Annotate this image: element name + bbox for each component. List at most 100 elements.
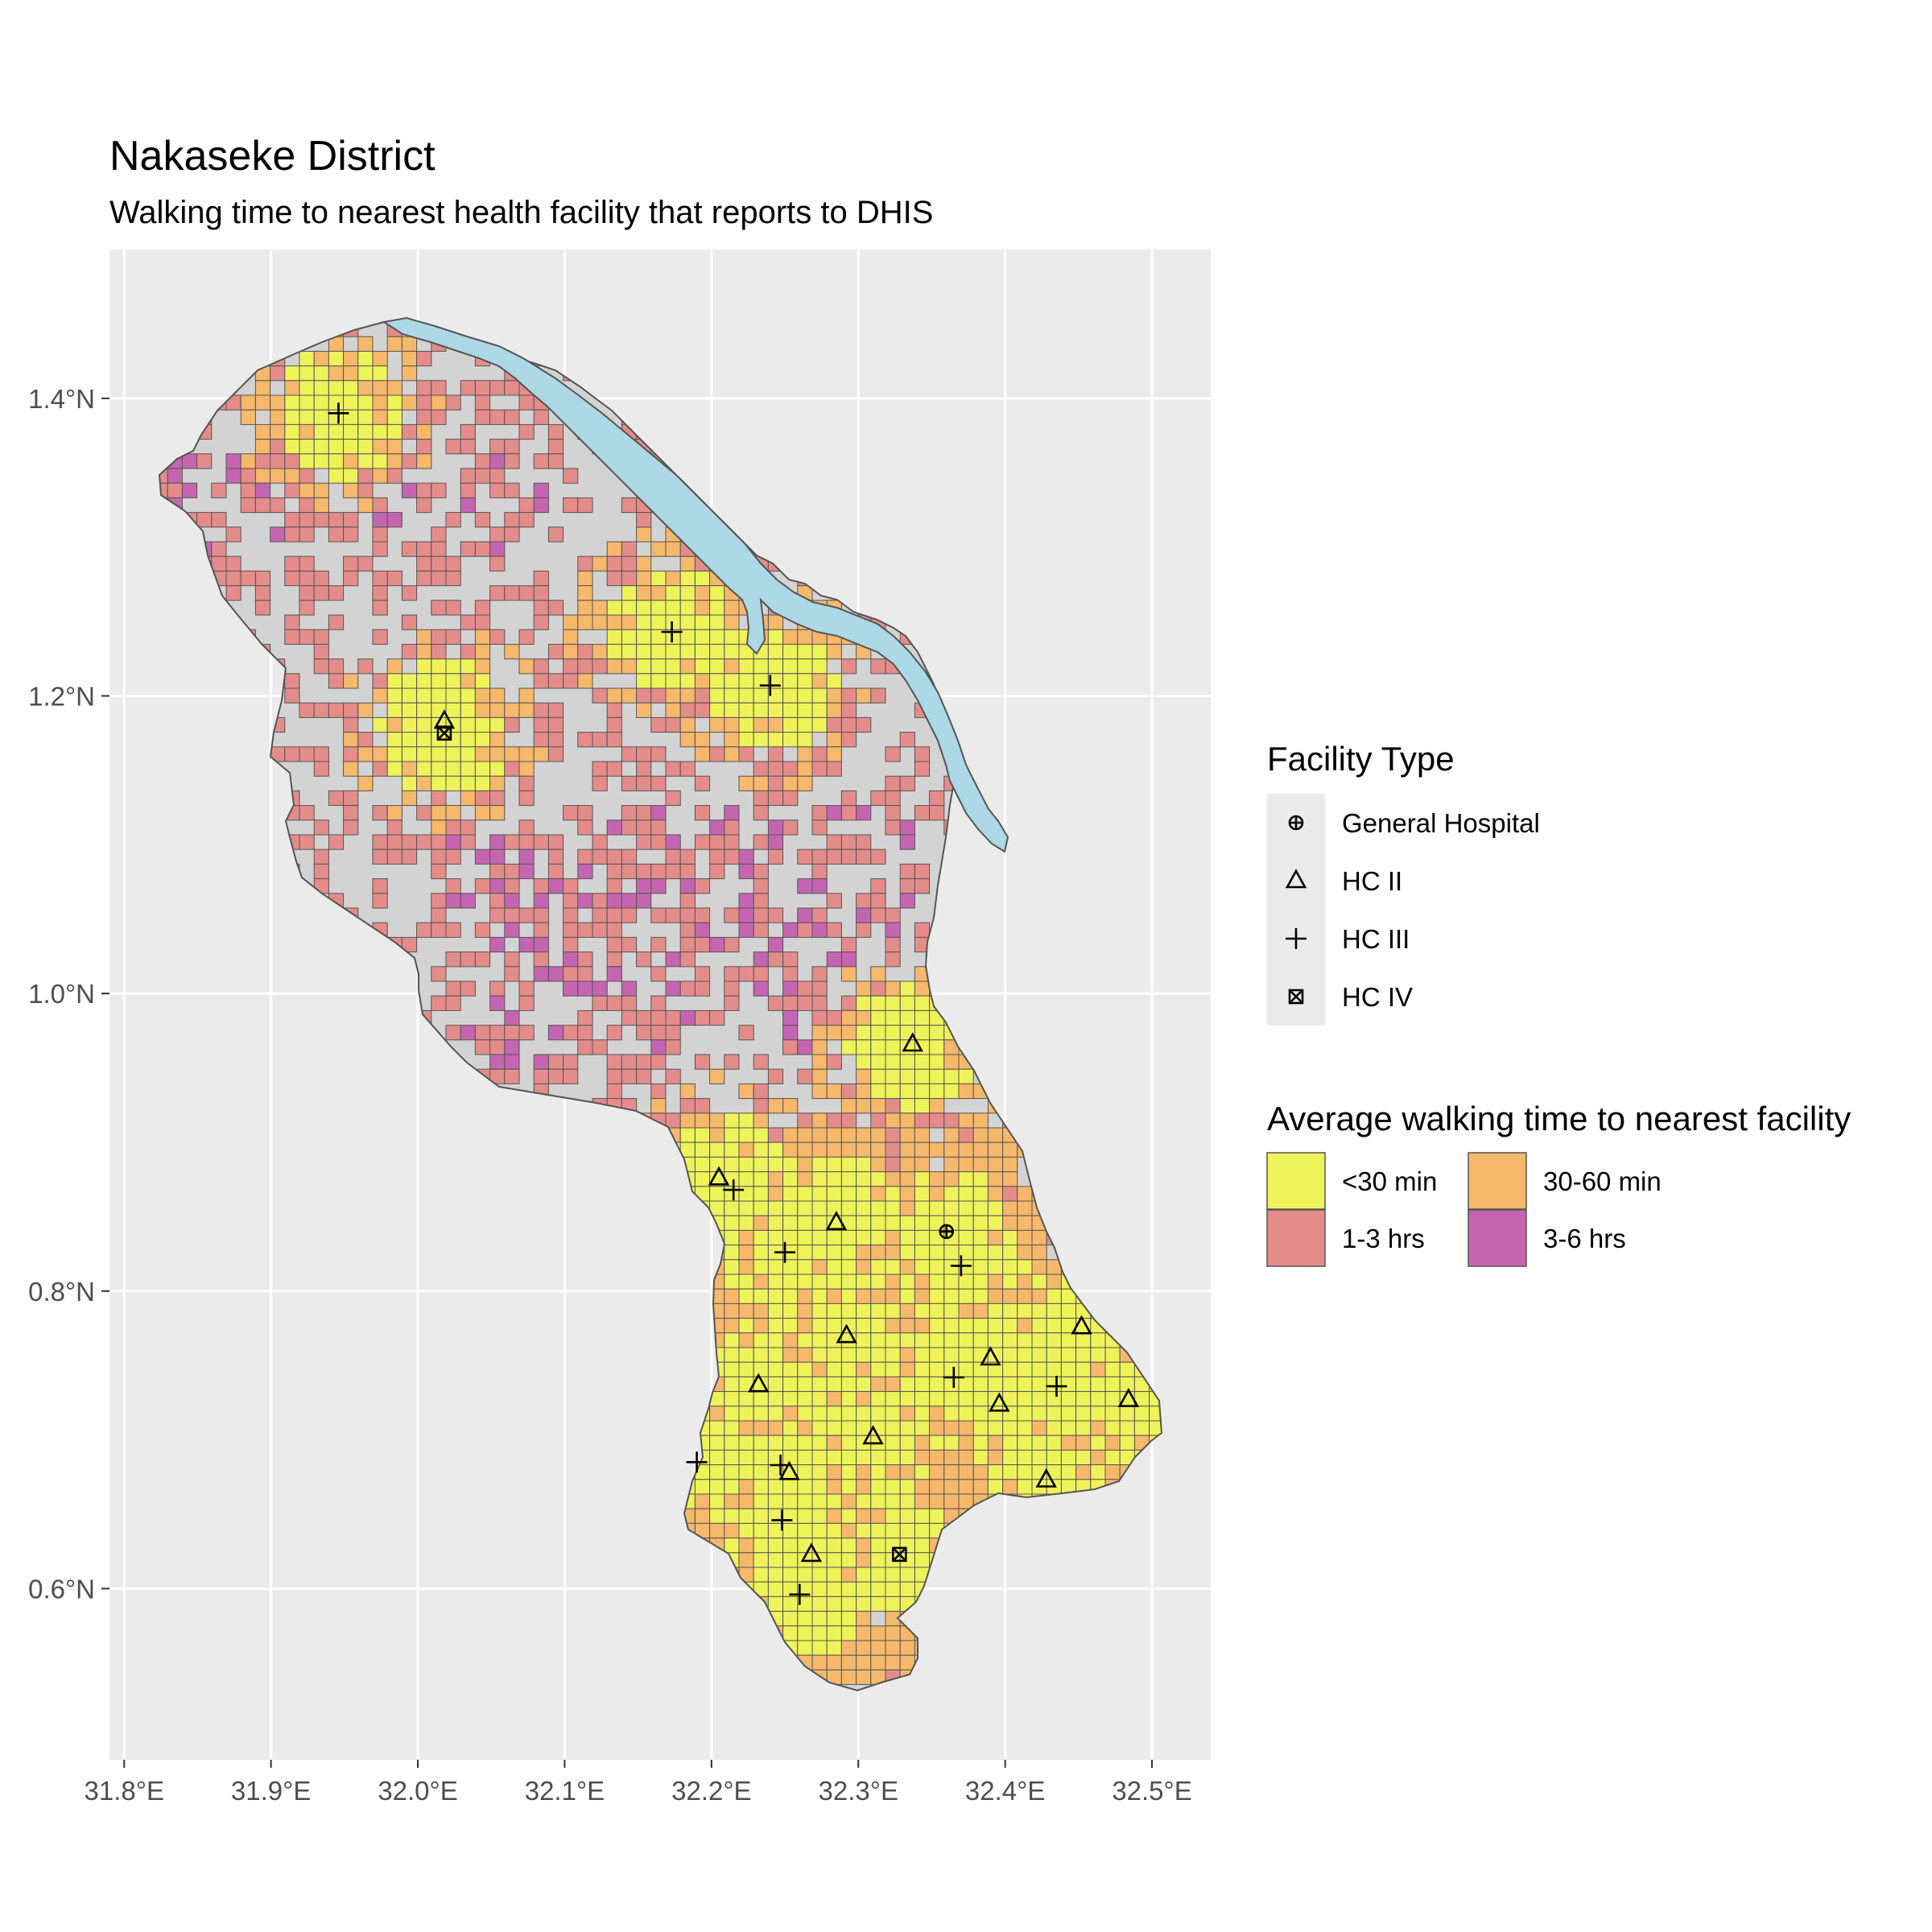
grid-cell-lt30	[753, 1332, 769, 1348]
grid-cell-h1_3	[767, 790, 784, 807]
grid-cell-lt30	[972, 1186, 989, 1202]
grid-cell-lt30	[738, 1406, 754, 1422]
grid-cell-m30_60	[899, 1302, 915, 1319]
grid-cell-h1_3	[547, 423, 564, 440]
grid-cell-h1_3	[606, 761, 622, 777]
grid-cell-lt30	[885, 1361, 901, 1377]
grid-cell-lt30	[782, 1200, 799, 1216]
grid-cell-lt30	[753, 1347, 769, 1363]
grid-cell-h3_6	[650, 805, 667, 821]
grid-cell-h1_3	[431, 600, 447, 616]
grid-cell-m30_60	[811, 1654, 828, 1670]
grid-cell-h1_3	[489, 482, 506, 498]
grid-cell-lt30	[943, 1376, 960, 1393]
grid-cell-lt30	[797, 1274, 813, 1290]
grid-cell-lt30	[811, 1245, 828, 1261]
grid-cell-h3_6	[489, 848, 506, 865]
grid-cell-h3_6	[504, 1054, 520, 1070]
grid-cell-m30_60	[943, 1493, 960, 1509]
grid-cell-lt30	[972, 1171, 989, 1187]
grid-cell-h1_3	[547, 702, 564, 718]
grid-cell-h3_6	[533, 1054, 549, 1070]
plus-icon	[661, 621, 683, 642]
grid-cell-h3_6	[606, 819, 622, 836]
grid-cell-lt30	[782, 1625, 799, 1641]
grid-cell-h1_3	[709, 746, 725, 762]
grid-cell-h3_6	[899, 834, 915, 850]
plus-icon	[943, 1367, 964, 1388]
grid-cell-lt30	[870, 1361, 886, 1377]
grid-cell-m30_60	[474, 658, 491, 675]
grid-cell-lt30	[431, 746, 447, 762]
grid-cell-h1_3	[914, 761, 931, 777]
grid-cell-m30_60	[885, 1376, 901, 1393]
grid-cell-h1_3	[504, 439, 520, 455]
grid-cell-lt30	[621, 585, 638, 601]
grid-cell-lt30	[1119, 1361, 1135, 1377]
grid-cell-h1_3	[547, 746, 564, 762]
grid-cell-lt30	[826, 1245, 842, 1261]
grid-cell-h1_3	[313, 848, 329, 865]
grid-cell-m30_60	[856, 1391, 872, 1407]
grid-cell-h1_3	[929, 1113, 945, 1129]
square-x-icon	[1288, 989, 1304, 1005]
grid-cell-h1_3	[431, 643, 447, 660]
grid-cell-lt30	[811, 1215, 828, 1231]
grid-cell-lt30	[724, 1435, 740, 1451]
grid-cell-lt30	[650, 570, 667, 587]
grid-cell-m30_60	[313, 497, 329, 514]
grid-cell-h3_6	[533, 966, 549, 982]
grid-cell-h1_3	[563, 966, 579, 982]
grid-cell-lt30	[840, 1625, 857, 1641]
grid-cell-h1_3	[504, 585, 520, 601]
grid-cell-lt30	[811, 1611, 828, 1627]
grid-cell-lt30	[1046, 1318, 1062, 1334]
grid-cell-m30_60	[724, 732, 740, 748]
grid-cell-h1_3	[899, 863, 915, 880]
grid-cell-m30_60	[811, 1141, 828, 1158]
grid-cell-h1_3	[840, 702, 857, 718]
triangle-icon	[778, 1460, 800, 1480]
grid-cell-h1_3	[885, 1156, 901, 1173]
grid-cell-h3_6	[504, 893, 520, 909]
grid-cell-h1_3	[313, 658, 329, 675]
grid-cell-lt30	[870, 1259, 886, 1275]
grid-cell-lt30	[929, 1245, 945, 1261]
grid-cell-m30_60	[870, 1098, 886, 1114]
grid-cell-lt30	[782, 1493, 799, 1509]
grid-cell-h1_3	[284, 453, 300, 469]
grid-cell-lt30	[753, 1391, 769, 1407]
grid-cell-m30_60	[679, 658, 696, 675]
grid-cell-lt30	[856, 1376, 872, 1393]
grid-cell-lt30	[767, 1538, 784, 1554]
grid-cell-h1_3	[474, 380, 491, 396]
triangle-icon	[708, 1166, 730, 1186]
grid-cell-h1_3	[489, 629, 506, 645]
grid-cell-lt30	[753, 1245, 769, 1261]
grid-cell-h1_3	[606, 878, 622, 894]
grid-cell-lt30	[826, 1186, 842, 1202]
grid-cell-lt30	[826, 1361, 842, 1377]
grid-cell-m30_60	[753, 1113, 769, 1129]
grid-cell-lt30	[972, 1245, 989, 1261]
grid-cell-lt30	[1046, 1347, 1062, 1363]
grid-cell-h1_3	[738, 746, 754, 762]
grid-cell-m30_60	[1002, 1479, 1018, 1495]
grid-cell-h1_3	[767, 995, 784, 1011]
grid-cell-m30_60	[709, 716, 725, 733]
legend-facility-key-background	[1267, 794, 1325, 1026]
grid-cell-lt30	[856, 1186, 872, 1202]
grid-cell-lt30	[797, 658, 813, 675]
grid-cell-m30_60	[767, 716, 784, 733]
grid-cell-lt30	[958, 1361, 974, 1377]
grid-cell-lt30	[474, 775, 491, 791]
plus-icon	[1286, 928, 1307, 949]
grid-cell-m30_60	[899, 1464, 915, 1480]
legend-facility-label: HC III	[1342, 924, 1410, 954]
grid-cell-h1_3	[767, 952, 784, 968]
grid-cell-h3_6	[460, 893, 476, 909]
grid-cell-lt30	[679, 643, 696, 660]
grid-cell-m30_60	[856, 687, 872, 704]
grid-cell-m30_60	[914, 1141, 931, 1158]
grid-cell-m30_60	[914, 1493, 931, 1509]
